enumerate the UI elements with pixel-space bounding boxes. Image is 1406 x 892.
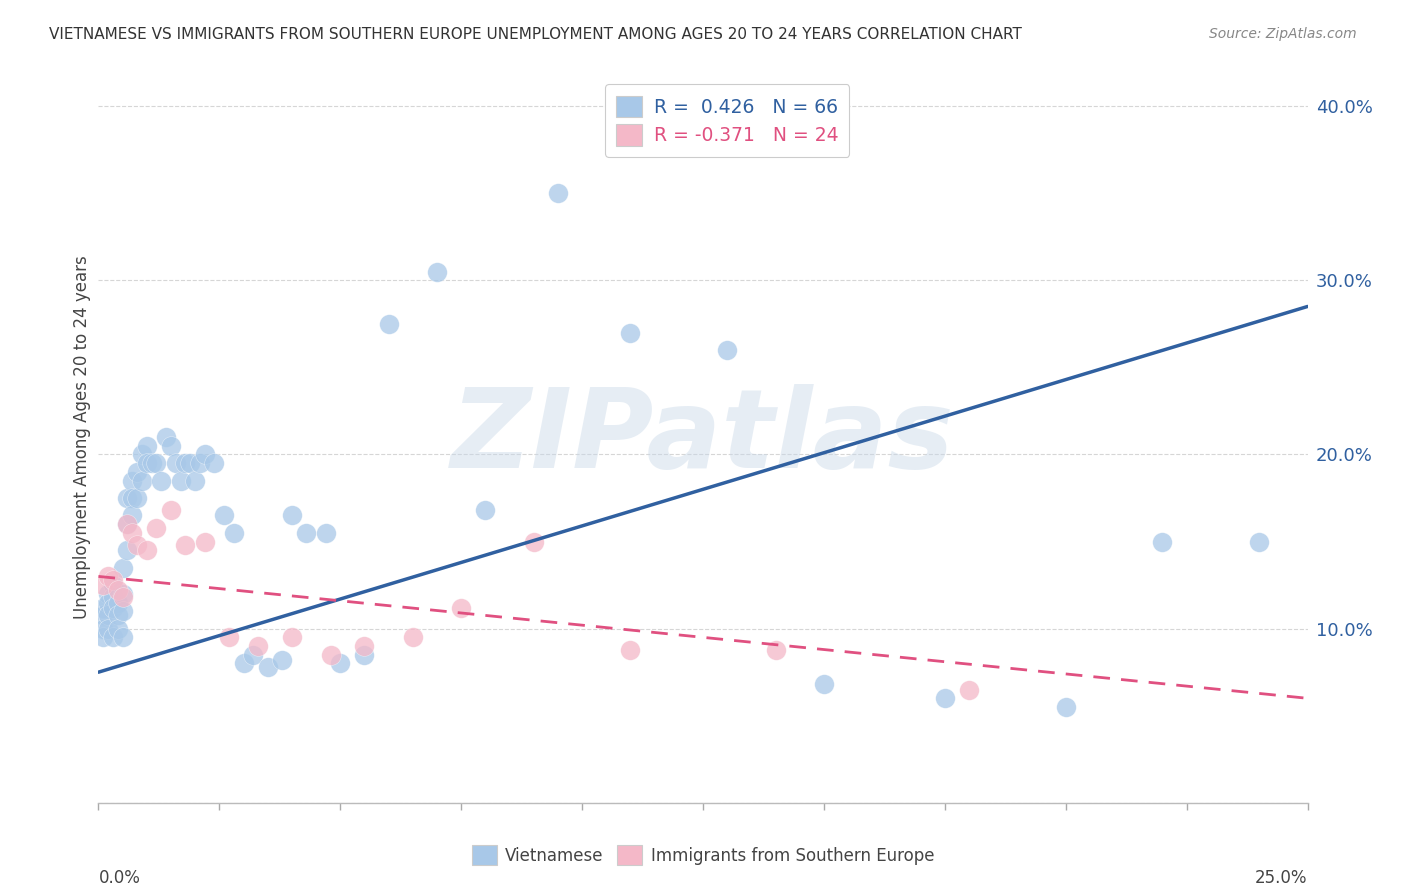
Point [97, 587, 120, 601]
Point [117, 543, 139, 558]
Point [91, 600, 114, 615]
Point [426, 265, 449, 279]
Point [523, 534, 546, 549]
Point [247, 639, 270, 653]
Point [111, 560, 134, 574]
Point [329, 657, 352, 671]
Point [127, 465, 149, 479]
Point [242, 648, 264, 662]
Point [1054, 700, 1077, 714]
Point [218, 631, 240, 645]
Point [402, 631, 425, 645]
Point [121, 491, 143, 505]
Point [127, 538, 149, 552]
Point [107, 583, 129, 598]
Point [160, 439, 183, 453]
Point [765, 642, 787, 657]
Point [97, 622, 120, 636]
Text: 25.0%: 25.0% [1256, 869, 1308, 887]
Point [813, 677, 835, 691]
Point [111, 604, 134, 618]
Point [111, 591, 134, 605]
Point [1249, 534, 1271, 549]
Point [194, 448, 217, 462]
Point [165, 456, 187, 470]
Point [160, 503, 183, 517]
Point [141, 456, 163, 470]
Point [131, 448, 153, 462]
Point [281, 508, 304, 523]
Point [194, 534, 217, 549]
Y-axis label: Unemployment Among Ages 20 to 24 years: Unemployment Among Ages 20 to 24 years [73, 255, 91, 619]
Point [97, 569, 120, 583]
Point [222, 525, 245, 540]
Point [150, 474, 173, 488]
Point [377, 317, 399, 331]
Point [319, 648, 342, 662]
Point [353, 648, 375, 662]
Point [145, 521, 167, 535]
Point [256, 660, 278, 674]
Point [204, 456, 226, 470]
Point [135, 543, 157, 558]
Point [107, 595, 129, 609]
Point [619, 642, 641, 657]
Point [716, 343, 738, 357]
Point [91, 578, 114, 592]
Point [188, 456, 211, 470]
Point [619, 326, 641, 340]
Legend: Vietnamese, Immigrants from Southern Europe: Vietnamese, Immigrants from Southern Eur… [464, 837, 942, 873]
Point [117, 517, 139, 532]
Point [121, 525, 143, 540]
Point [91, 631, 114, 645]
Point [174, 456, 197, 470]
Point [184, 474, 207, 488]
Point [91, 622, 114, 636]
Point [957, 682, 980, 697]
Point [117, 491, 139, 505]
Text: Source: ZipAtlas.com: Source: ZipAtlas.com [1209, 27, 1357, 41]
Point [111, 631, 134, 645]
Point [91, 607, 114, 622]
Point [169, 474, 191, 488]
Point [101, 591, 124, 605]
Point [155, 430, 177, 444]
Point [145, 456, 167, 470]
Point [135, 439, 157, 453]
Point [271, 653, 294, 667]
Point [232, 657, 254, 671]
Point [107, 607, 129, 622]
Point [135, 456, 157, 470]
Point [281, 631, 304, 645]
Point [101, 600, 124, 615]
Point [547, 186, 569, 201]
Point [295, 525, 318, 540]
Legend: R =  0.426   N = 66, R = -0.371   N = 24: R = 0.426 N = 66, R = -0.371 N = 24 [605, 85, 849, 157]
Text: 0.0%: 0.0% [98, 869, 141, 887]
Point [131, 474, 153, 488]
Point [450, 600, 472, 615]
Point [97, 595, 120, 609]
Point [934, 691, 956, 706]
Point [111, 587, 134, 601]
Point [212, 508, 235, 523]
Point [97, 607, 120, 622]
Point [474, 503, 496, 517]
Point [121, 474, 143, 488]
Point [101, 573, 124, 587]
Point [353, 639, 375, 653]
Point [121, 508, 143, 523]
Point [1152, 534, 1174, 549]
Point [127, 491, 149, 505]
Point [117, 517, 139, 532]
Text: VIETNAMESE VS IMMIGRANTS FROM SOUTHERN EUROPE UNEMPLOYMENT AMONG AGES 20 TO 24 Y: VIETNAMESE VS IMMIGRANTS FROM SOUTHERN E… [49, 27, 1022, 42]
Point [101, 578, 124, 592]
Point [179, 456, 201, 470]
Point [107, 622, 129, 636]
Point [315, 525, 337, 540]
Text: ZIPatlas: ZIPatlas [451, 384, 955, 491]
Point [174, 538, 197, 552]
Point [101, 631, 124, 645]
